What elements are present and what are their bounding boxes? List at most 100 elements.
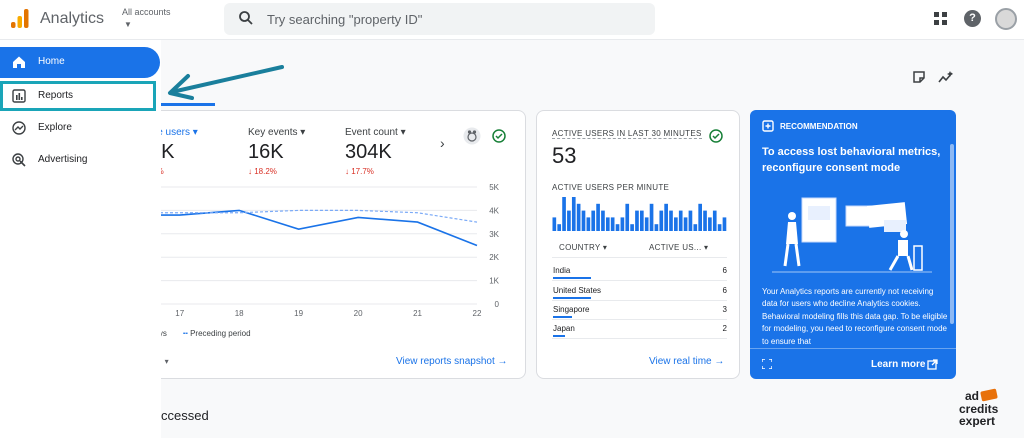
metric-label-users[interactable]: ive users ▾ <box>150 127 198 138</box>
table-row[interactable]: India 6 <box>552 262 727 281</box>
minute-bar <box>620 217 625 231</box>
sidebar-item-home[interactable]: Home <box>0 47 160 78</box>
check-circle-icon <box>709 129 723 143</box>
table-row[interactable]: Singapore 3 <box>552 301 727 320</box>
minute-bar <box>669 210 673 231</box>
metric-change-key-events: ↓ 18.2% <box>248 167 277 176</box>
row-share-bar <box>553 316 572 318</box>
open-in-new-icon[interactable] <box>927 359 938 370</box>
metric-label-event-count[interactable]: Event count ▾ <box>345 127 406 138</box>
recommendation-icon <box>762 120 774 132</box>
minute-bar <box>640 210 644 231</box>
y-tick-label: 4K <box>489 206 499 215</box>
minute-bar <box>649 203 654 231</box>
minute-bar <box>581 210 586 231</box>
apps-grid-icon[interactable] <box>934 12 947 25</box>
search-placeholder[interactable]: Try searching "property ID" <box>267 12 423 27</box>
app-title[interactable]: Analytics <box>40 10 105 27</box>
per-minute-label: ACTIVE USERS PER MINUTE <box>552 183 670 192</box>
learn-more-link[interactable]: Learn more <box>871 359 926 370</box>
y-tick-label: 1K <box>489 277 499 286</box>
anomaly-icon[interactable] <box>463 127 481 145</box>
minute-bar <box>596 203 600 231</box>
minute-bar <box>630 224 634 231</box>
minute-bar <box>576 203 581 231</box>
x-tick-label: 19 <box>294 309 303 318</box>
series-line-current <box>150 209 478 247</box>
minute-bar <box>635 210 639 231</box>
minute-bar <box>717 224 722 231</box>
account-selector[interactable]: All accounts <box>122 7 171 17</box>
y-tick-label: 0 <box>495 300 500 309</box>
analytics-logo-icon[interactable] <box>11 9 29 29</box>
table-row[interactable]: United States 6 <box>552 282 727 301</box>
minute-bar <box>610 217 615 231</box>
ad-credits-expert-logo: ad credits expert <box>959 388 999 427</box>
realtime-value: 53 <box>552 143 577 168</box>
minute-bar <box>664 203 668 231</box>
scrollbar[interactable] <box>950 144 954 324</box>
sidebar-item-label: Reports <box>38 90 74 101</box>
column-country[interactable]: COUNTRY ▾ <box>559 243 608 252</box>
overview-card: ive users ▾ 2K .1% Key events ▾ 16K ↓ 18… <box>150 110 526 379</box>
minute-bar <box>605 217 610 231</box>
minute-bar <box>562 197 566 231</box>
view-reports-snapshot-link[interactable]: View reports snapshot → <box>396 356 508 367</box>
sidebar-item-explore[interactable]: Explore <box>0 113 160 143</box>
sidebar-item-label: Explore <box>38 122 72 133</box>
explore-icon <box>12 121 26 135</box>
search-bar[interactable]: Try searching "property ID" <box>224 3 655 35</box>
check-circle-icon <box>492 129 506 143</box>
x-tick-label: 17 <box>175 309 184 318</box>
metric-value-event-count: 304K <box>345 141 392 163</box>
metric-change-event-count: ↓ 17.7% <box>345 167 374 176</box>
sidebar-item-reports[interactable]: Reports <box>0 81 156 111</box>
column-active-users[interactable]: ACTIVE US... ▾ <box>649 243 709 252</box>
table-row[interactable]: Japan 2 <box>552 320 727 339</box>
metric-value-key-events: 16K <box>248 141 284 163</box>
sidebar-item-advertising[interactable]: Advertising <box>0 145 160 175</box>
minute-bar <box>552 217 557 231</box>
y-tick-label: 5K <box>489 183 499 192</box>
series-line-previous <box>150 209 478 223</box>
recommendation-card: RECOMMENDATION To access lost behavioral… <box>750 110 956 379</box>
metric-label-key-events[interactable]: Key events ▾ <box>248 127 306 138</box>
chevron-right-icon[interactable]: › <box>440 135 445 151</box>
minute-bar <box>567 210 571 231</box>
minute-bar <box>644 217 649 231</box>
sidebar-item-label: Advertising <box>38 154 88 165</box>
caret-down-icon[interactable]: ▼ <box>124 20 132 29</box>
insights-icon[interactable] <box>938 70 954 84</box>
x-tick-label: 21 <box>413 309 422 318</box>
realtime-title[interactable]: ACTIVE USERS IN LAST 30 MINUTES <box>552 129 702 139</box>
y-tick-label: 2K <box>489 253 499 262</box>
minute-bar <box>586 217 591 231</box>
svg-text:ad: ad <box>965 389 979 403</box>
recommendation-body: Your Analytics reports are currently not… <box>762 287 948 346</box>
note-icon[interactable] <box>912 70 926 84</box>
minute-bar <box>615 224 620 231</box>
expand-icon[interactable] <box>762 359 772 369</box>
help-icon[interactable]: ? <box>964 10 981 27</box>
minute-bar <box>557 224 562 231</box>
minute-bar <box>591 210 596 231</box>
minute-bar <box>712 210 717 231</box>
people-with-charts-illustration <box>772 197 932 273</box>
minute-bar <box>678 210 683 231</box>
sidebar: Home Reports Explore Advertising <box>0 40 161 438</box>
minute-bar <box>571 197 576 231</box>
view-real-time-link[interactable]: View real time → <box>649 356 725 367</box>
row-share-bar <box>553 335 565 337</box>
y-tick-label: 3K <box>489 230 499 239</box>
recommendation-title: To access lost behavioral metrics, recon… <box>762 146 941 174</box>
minute-bar <box>683 217 688 231</box>
avatar[interactable] <box>995 8 1017 30</box>
table-header-divider <box>552 257 727 258</box>
bar-chart-icon <box>12 89 26 103</box>
svg-text:expert: expert <box>959 414 995 427</box>
per-minute-bar-chart <box>552 197 727 231</box>
recommendation-head: RECOMMENDATION <box>780 122 858 131</box>
minute-bar <box>708 217 712 231</box>
minute-bar <box>659 210 664 231</box>
legend-previous: ╍ Preceding period <box>183 329 251 338</box>
